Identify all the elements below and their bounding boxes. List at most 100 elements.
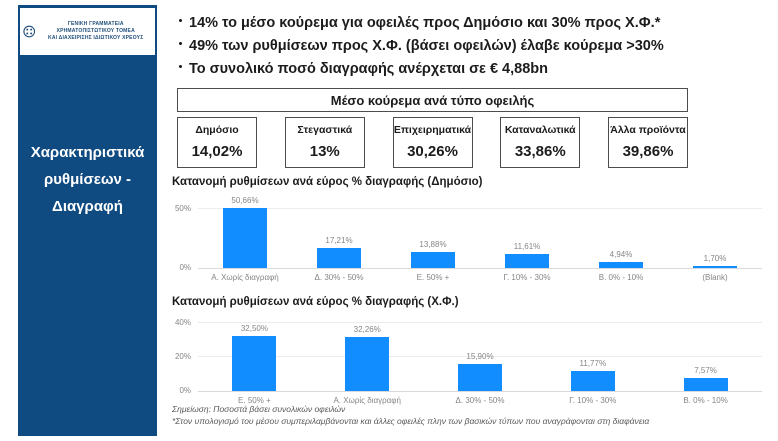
bar-value-label: 13,88% (419, 239, 447, 249)
kpi-label: Καταναλωτικά (504, 124, 576, 136)
chart-title: Κατανομή ρυθμίσεων ανά εύρος % διαγραφής… (172, 296, 459, 308)
bar-value-label: 50,66% (231, 196, 259, 206)
y-tick-label: 50% (174, 204, 191, 214)
kpi-label: Δημόσιο (195, 124, 239, 136)
kpi-label: Άλλα προϊόντα (610, 124, 686, 136)
bar-column: 32,26% (311, 315, 424, 391)
bar-value-label: 32,50% (240, 324, 268, 334)
bar[interactable] (411, 251, 455, 268)
chart-write-off-xf: Κατανομή ρυθμίσεων ανά εύρος % διαγραφής… (172, 296, 762, 405)
bar-column: 11,77% (536, 315, 649, 391)
bullet-icon (179, 65, 182, 68)
footnotes: Σημείωση: Ποσοστά βάσει συνολικών οφειλώ… (172, 404, 649, 427)
bar-column: 1,70% (668, 195, 762, 268)
bar-value-label: 11,61% (513, 242, 541, 252)
category-axis: Ε. 50% + Α. Χωρίς διαγραφή Δ. 30% - 50% Γ. … (198, 392, 762, 405)
kpi-card-dimosio: Δημόσιο 14,02% (177, 117, 257, 168)
gov-emblem-icon (23, 25, 36, 38)
logo-text: ΓΕΝΙΚΗ ΓΡΑΜΜΑΤΕΙΑ ΧΡΗΜΑΤΟΠΙΣΤΩΤΙΚΟΥ ΤΟΜΕ… (39, 21, 152, 42)
category-label: Γ. 10% - 30% (503, 273, 551, 282)
bar-value-label: 4,94% (609, 250, 633, 260)
chart-write-off-dimosio: Κατανομή ρυθμίσεων ανά εύρος % διαγραφής… (172, 176, 762, 282)
bar[interactable] (505, 254, 549, 268)
bullet-icon (179, 19, 182, 22)
footnote-line: *Στον υπολογισμό του μέσου συμπεριλαμβάν… (172, 415, 650, 426)
category-label: Δ. 30% - 50% (455, 396, 505, 405)
kpi-label: Στεγαστικά (297, 124, 353, 136)
bar-column: 17,21% (292, 195, 386, 268)
kpi-value: 14,02% (191, 143, 243, 160)
bar-value-label: 17,21% (325, 235, 353, 245)
category-label: Β. 0% - 10% (683, 396, 728, 405)
kpi-card-epixeirimatika: Επιχειρηματικά 30,26% (392, 117, 473, 168)
bullet-row: Το συνολικό ποσό διαγραφής ανέρχεται σε … (179, 60, 769, 83)
bar-column: 7,57% (649, 315, 762, 391)
bullet-text: 49% των ρυθμίσεων προς Χ.Φ. (βάσει οφειλ… (189, 38, 664, 54)
kpi-value: 13% (309, 143, 340, 160)
bullet-text: 14% το μέσο κούρεμα για οφειλές προς Δημ… (189, 15, 661, 31)
kpi-value: 33,86% (514, 143, 566, 160)
category-label: Γ. 10% - 30% (569, 396, 617, 405)
bar[interactable] (223, 208, 267, 268)
y-tick-label: 0% (179, 263, 191, 272)
slide-section-title: Χαρακτηριστικά ρυθμίσεων - Διαγραφή (30, 144, 145, 215)
bar[interactable] (345, 336, 390, 391)
category-label: (Blank) (702, 273, 728, 282)
kpi-value: 30,26% (407, 143, 458, 160)
bar[interactable] (457, 364, 502, 391)
bullet-row: 49% των ρυθμίσεων προς Χ.Φ. (βάσει οφειλ… (179, 37, 769, 60)
plot-area: 32,50% 32,26% 15,90% 11,77% 7,57% (198, 315, 762, 392)
chart-body: 40% 20% 0% 32,50% 32,26% 15,90% 11,77% 7,57% (172, 315, 762, 395)
category-label: Β. 0% - 10% (598, 273, 644, 282)
category-label: Ε. 50% + (238, 396, 271, 405)
plot-area: 50,66% 17,21% 13,88% 11,61% 4,94% 1,70% (198, 195, 762, 269)
bullet-text: Το συνολικό ποσό διαγραφής ανέρχεται σε … (189, 61, 548, 77)
kpi-card-stegastika: Στεγαστικά 13% (284, 117, 365, 168)
key-findings: 14% το μέσο κούρεμα για οφειλές προς Δημ… (179, 14, 769, 83)
bar-column: 15,90% (424, 315, 537, 391)
y-tick-label: 20% (174, 352, 191, 362)
category-label: Α. Χωρίς διαγραφή (333, 396, 401, 405)
bar[interactable] (599, 262, 643, 268)
kpi-card-katanalotika: Καταναλωτικά 33,86% (500, 117, 581, 168)
chart-title: Κατανομή ρυθμίσεων ανά εύρος % διαγραφής… (172, 176, 483, 188)
bar-column: 13,88% (386, 195, 480, 268)
bar[interactable] (570, 371, 615, 391)
chart-body: 50% 0% 50,66% 17,21% 13,88% 11,61% 4,94% 1,70% (172, 195, 762, 272)
bar[interactable] (683, 378, 728, 391)
category-label: Δ. 30% - 50% (314, 273, 364, 282)
bullet-row: 14% το μέσο κούρεμα για οφειλές προς Δημ… (179, 14, 769, 37)
bar[interactable] (232, 336, 277, 391)
logo: ΓΕΝΙΚΗ ΓΡΑΜΜΑΤΕΙΑ ΧΡΗΜΑΤΟΠΙΣΤΩΤΙΚΟΥ ΤΟΜΕ… (20, 8, 155, 55)
kpi-value: 39,86% (622, 143, 674, 160)
kpi-label: Επιχειρηματικά (393, 124, 472, 136)
category-axis: Α. Χωρίς διαγραφή Δ. 30% - 50% Ε. 50% + Γ. … (198, 269, 762, 282)
kpi-card-alla-proionta: Άλλα προϊόντα 39,86% (608, 117, 688, 168)
category-label: Ε. 50% + (416, 273, 450, 282)
bar-value-label: 15,90% (466, 352, 494, 362)
kpi-cards: Δημόσιο 14,02% Στεγαστικά 13% Επιχειρημα… (177, 117, 688, 168)
category-label: Α. Χωρίς διαγραφή (211, 273, 279, 282)
y-tick-label: 40% (174, 318, 191, 328)
bar-value-label: 1,70% (703, 254, 727, 263)
bar[interactable] (317, 247, 361, 268)
logo-text-line1: ΓΕΝΙΚΗ ΓΡΑΜΜΑΤΕΙΑ ΧΡΗΜΑΤΟΠΙΣΤΩΤΙΚΟΥ ΤΟΜΕ… (56, 21, 135, 34)
gridline (198, 356, 762, 358)
gridline (198, 322, 762, 324)
kpi-table-title: Μέσο κούρεμα ανά τύπο οφειλής (177, 88, 688, 112)
footnote-line: Σημείωση: Ποσοστά βάσει συνολικών οφειλώ… (172, 404, 346, 414)
y-axis: 50% 0% (172, 195, 198, 272)
sidebar: ΓΕΝΙΚΗ ΓΡΑΜΜΑΤΕΙΑ ΧΡΗΜΑΤΟΠΙΣΤΩΤΙΚΟΥ ΤΟΜΕ… (18, 5, 157, 436)
bar-column: 32,50% (198, 315, 311, 391)
bullet-icon (179, 42, 182, 45)
bar-column: 11,61% (480, 195, 574, 268)
bar-value-label: 7,57% (694, 366, 717, 376)
bar-value-label: 11,77% (579, 359, 607, 369)
gridline (198, 208, 762, 210)
y-axis: 40% 20% 0% (172, 315, 198, 395)
bar-value-label: 32,26% (353, 324, 381, 334)
logo-text-line2: ΚΑΙ ΔΙΑΧΕΙΡΙΣΗΣ ΙΔΙΩΤΙΚΟΥ ΧΡΕΟΥΣ (48, 35, 144, 41)
bar-column: 4,94% (574, 195, 668, 268)
y-tick-label: 0% (179, 386, 191, 395)
bar[interactable] (693, 266, 737, 268)
